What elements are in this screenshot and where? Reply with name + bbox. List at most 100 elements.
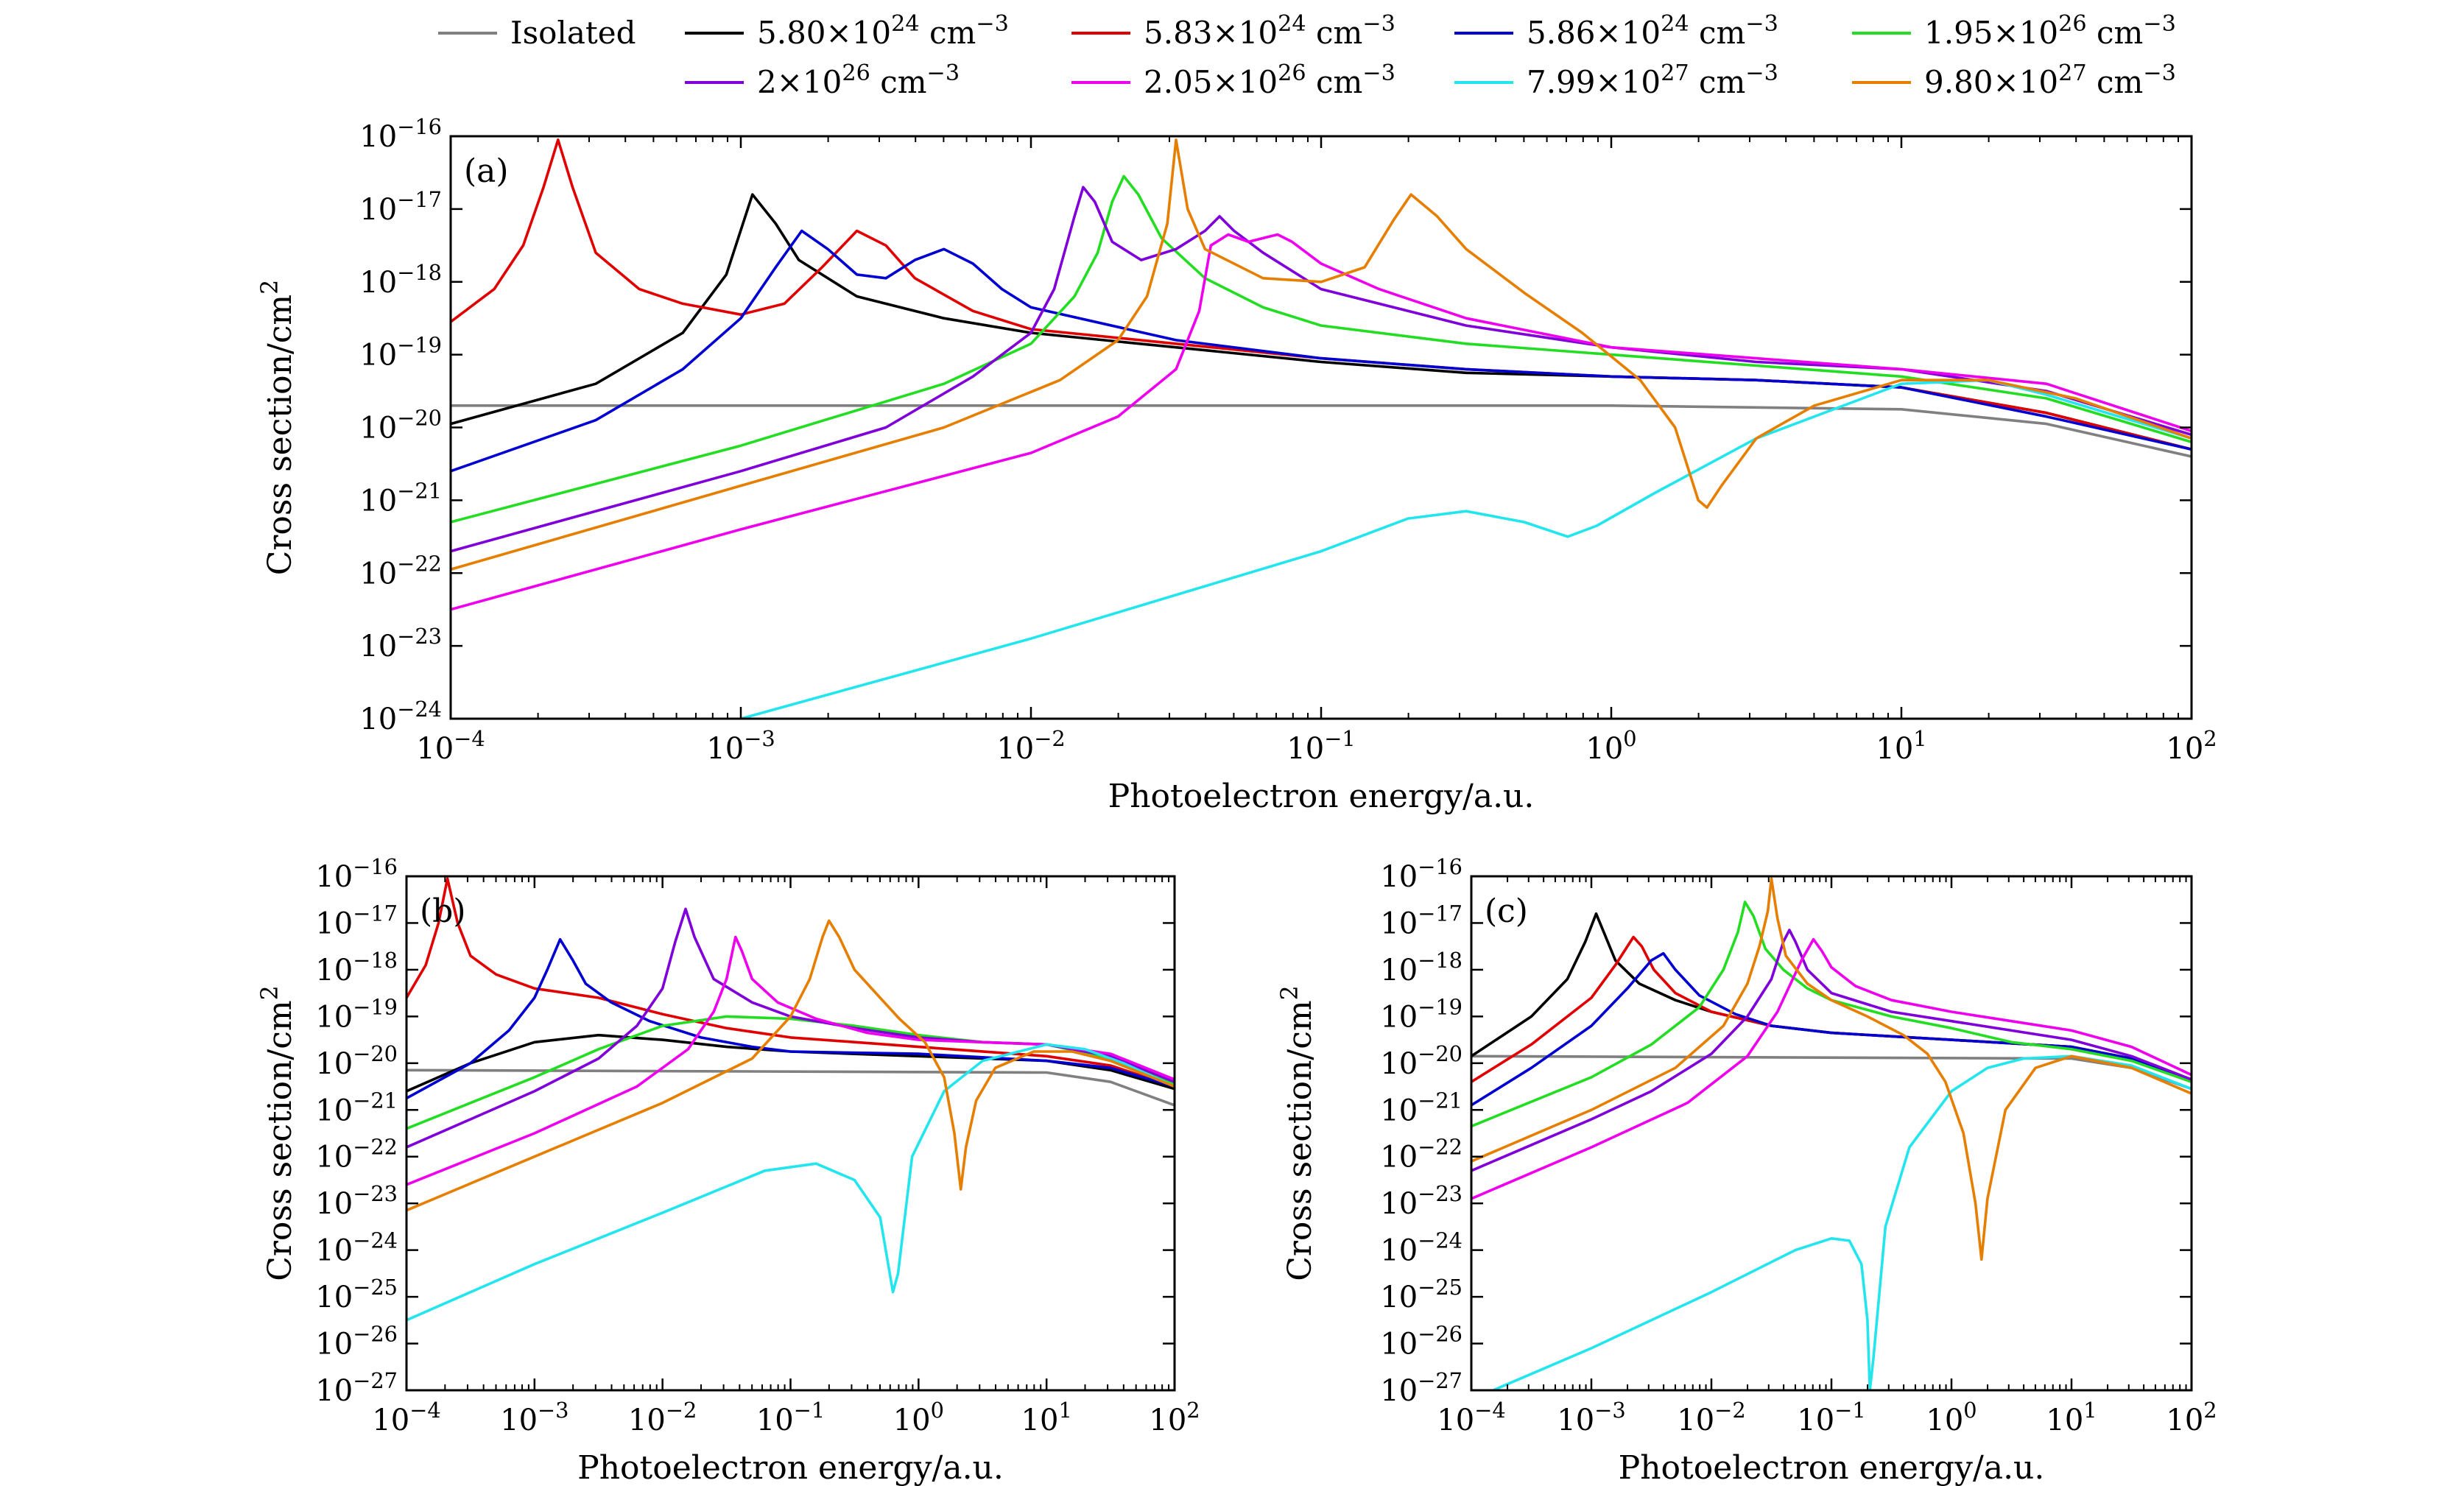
panel-label: (b)	[420, 892, 466, 930]
y-tick-label: 10−24	[315, 1228, 398, 1268]
x-tick-label: 10−4	[416, 726, 485, 766]
series-line	[451, 186, 2192, 553]
series-line	[1471, 912, 2192, 1081]
legend-item: Isolated	[438, 15, 636, 51]
y-tick-label: 10−18	[1380, 948, 1462, 987]
y-tick-label: 10−19	[1380, 994, 1462, 1034]
y-tick-label: 10−23	[315, 1181, 398, 1221]
legend-item: 1.95×1026 cm−3	[1852, 11, 2176, 52]
legend-label: 1.95×1026 cm−3	[1924, 11, 2176, 52]
y-tick-label: 10−16	[1380, 854, 1462, 894]
legend-item: 5.83×1024 cm−3	[1071, 11, 1395, 52]
series-line	[1471, 929, 2192, 1172]
y-tick-label: 10−20	[1380, 1041, 1462, 1081]
panel-a: 10−4 10−3 10−2 10−1 100 101 102 10−24 10−23 10−22…	[257, 114, 2217, 815]
legend-label: 2.05×1026 cm−3	[1144, 60, 1395, 101]
series-line	[1490, 1054, 2192, 1390]
y-tick-label: 10−17	[315, 901, 398, 940]
y-tick-label: 10−20	[359, 406, 442, 446]
y-tick-label: 10−23	[1380, 1181, 1462, 1221]
series-line	[406, 1068, 1175, 1107]
series-line	[451, 138, 2192, 571]
legend-item: 2×1026 cm−3	[685, 60, 960, 101]
x-tick-label: 10−1	[1286, 726, 1355, 766]
plot-frame	[449, 135, 2193, 720]
y-tick-label: 10−26	[1380, 1322, 1462, 1362]
x-tick-label: 102	[1149, 1398, 1200, 1437]
legend-item: 5.86×1024 cm−3	[1454, 11, 1778, 52]
y-tick-label: 10−24	[1380, 1228, 1462, 1268]
y-axis-title: Cross section/cm2	[257, 985, 299, 1281]
y-tick-label: 10−18	[315, 948, 398, 987]
x-axis-title: Photoelectron energy/a.u.	[1108, 778, 1535, 815]
x-tick-label: 10−4	[372, 1398, 440, 1437]
series-line	[451, 229, 2192, 473]
plot-frame	[405, 875, 1176, 1392]
y-tick-label: 10−21	[315, 1088, 398, 1127]
y-tick-label: 10−17	[1380, 901, 1462, 940]
legend: Isolated 5.80×1024 cm−3 5.83×1024 cm−3 5.86…	[438, 11, 2176, 101]
series-line	[740, 378, 2192, 719]
legend-item: 2.05×1026 cm−3	[1071, 60, 1395, 101]
y-tick-label: 10−17	[359, 187, 442, 227]
series-line	[1471, 1054, 2192, 1091]
series-line	[451, 175, 2192, 524]
y-tick-label: 10−22	[315, 1135, 398, 1175]
x-tick-label: 102	[2166, 1398, 2217, 1437]
y-tick-label: 10−24	[359, 697, 442, 736]
panel-c: 10−4 10−3 10−2 10−1 100 101 102 10−27 10−26 10−25…	[1277, 854, 2217, 1486]
x-tick-label: 100	[893, 1398, 944, 1437]
y-tick-label: 10−23	[359, 624, 442, 663]
legend-item: 7.99×1027 cm−3	[1454, 60, 1778, 101]
x-tick-label: 101	[1021, 1398, 1072, 1437]
y-tick-label: 10−16	[359, 114, 442, 154]
x-tick-label: 102	[2166, 726, 2217, 766]
series-line	[406, 919, 1175, 1212]
legend-label: Isolated	[510, 15, 636, 51]
legend-label: 7.99×1027 cm−3	[1527, 60, 1778, 101]
series-line	[406, 935, 1175, 1186]
y-tick-label: 10−27	[1380, 1368, 1462, 1408]
x-tick-label: 10−2	[628, 1398, 697, 1437]
legend-label: 9.80×1027 cm−3	[1924, 60, 2176, 101]
series-group	[451, 138, 2192, 719]
y-tick-label: 10−20	[315, 1041, 398, 1081]
legend-label: 5.80×1024 cm−3	[757, 11, 1009, 52]
y-tick-label: 10−21	[359, 478, 442, 518]
legend-label: 2×1026 cm−3	[757, 60, 960, 101]
x-tick-label: 10−4	[1437, 1398, 1505, 1437]
y-tick-label: 10−16	[315, 854, 398, 894]
series-line	[406, 937, 1175, 1099]
panel-label: (c)	[1485, 892, 1528, 930]
panel-label: (a)	[464, 152, 509, 190]
x-tick-label: 100	[1585, 726, 1636, 766]
panel-b: 10−4 10−3 10−2 10−1 100 101 102 10−27 10−26 10−25…	[257, 854, 1200, 1486]
legend-item: 9.80×1027 cm−3	[1852, 60, 2176, 101]
series-line	[1471, 877, 2192, 1261]
series-group	[406, 877, 1175, 1322]
x-tick-label: 10−2	[996, 726, 1065, 766]
x-axis-title: Photoelectron energy/a.u.	[1619, 1449, 2045, 1486]
y-tick-label: 10−25	[1380, 1275, 1462, 1314]
y-tick-label: 10−21	[1380, 1088, 1462, 1127]
legend-label: 5.83×1024 cm−3	[1144, 11, 1395, 52]
x-tick-label: 100	[1926, 1398, 1977, 1437]
series-line	[406, 1043, 1175, 1322]
x-tick-label: 101	[2046, 1398, 2097, 1437]
y-tick-label: 10−19	[359, 333, 442, 373]
series-line	[1471, 937, 2192, 1200]
series-line	[406, 877, 1175, 1088]
x-tick-label: 10−3	[500, 1398, 569, 1437]
y-tick-label: 10−19	[315, 994, 398, 1034]
series-line	[406, 907, 1175, 1149]
series-line	[1471, 901, 2192, 1128]
legend-item: 5.80×1024 cm−3	[685, 11, 1009, 52]
series-line	[451, 233, 2192, 611]
series-line	[451, 404, 2192, 458]
legend-label: 5.86×1024 cm−3	[1527, 11, 1778, 52]
y-axis-title: Cross section/cm2	[257, 280, 299, 576]
y-tick-label: 10−18	[359, 260, 442, 300]
y-tick-label: 10−22	[359, 551, 442, 591]
x-axis-title: Photoelectron energy/a.u.	[577, 1449, 1004, 1486]
